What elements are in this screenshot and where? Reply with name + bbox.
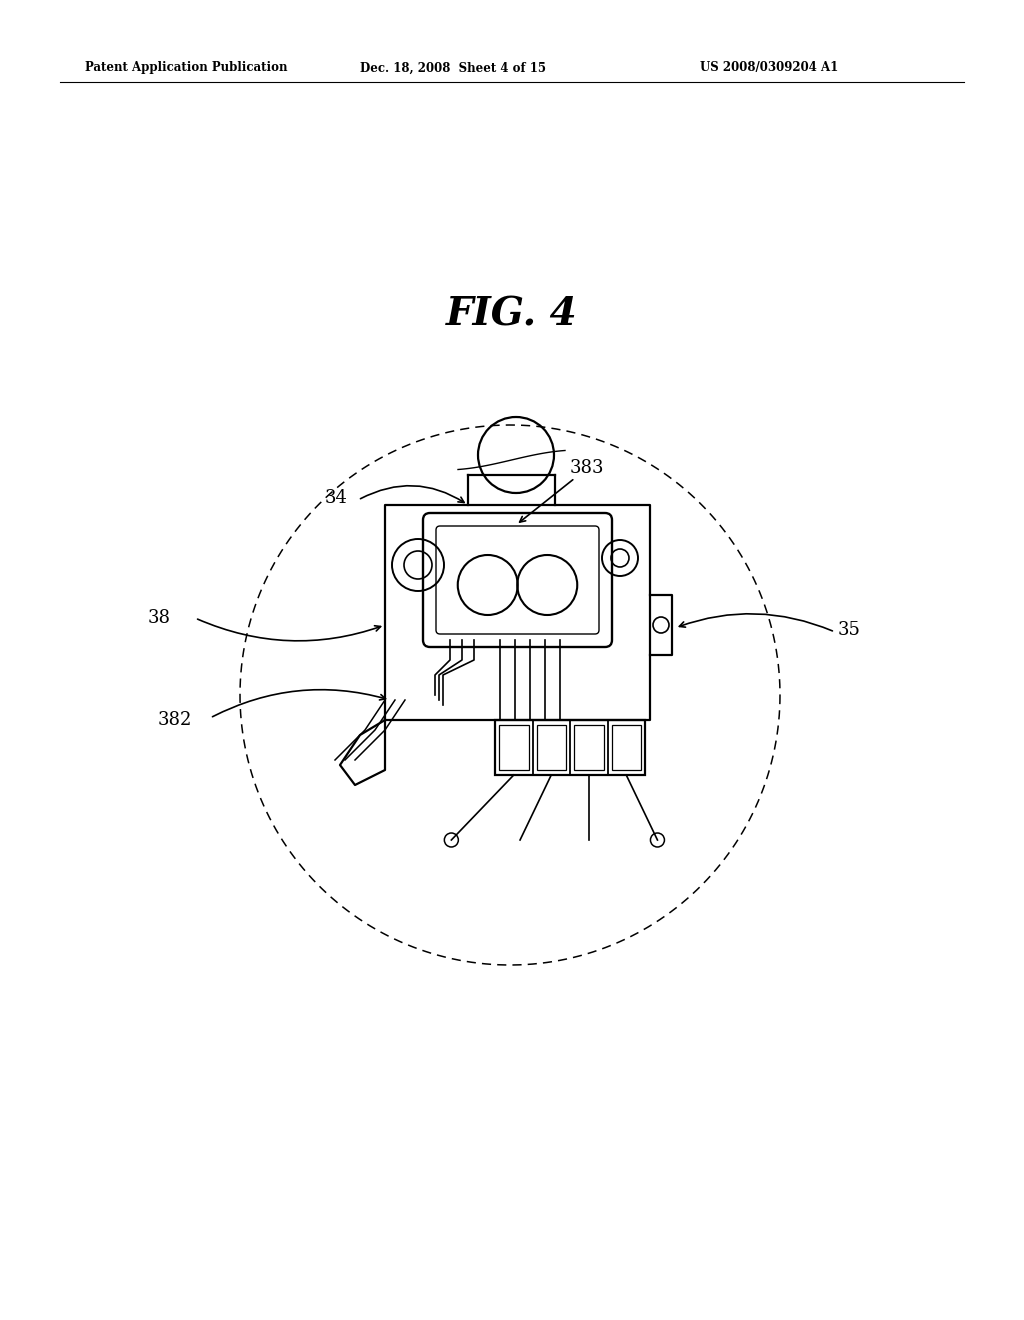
Bar: [495, 719, 645, 775]
Text: FIG. 4: FIG. 4: [446, 296, 578, 334]
Text: 382: 382: [158, 711, 193, 729]
Text: 383: 383: [570, 459, 604, 477]
Text: 35: 35: [838, 620, 861, 639]
Bar: [537, 725, 566, 770]
Text: 34: 34: [326, 488, 348, 507]
Bar: [499, 725, 528, 770]
Text: Dec. 18, 2008  Sheet 4 of 15: Dec. 18, 2008 Sheet 4 of 15: [360, 62, 546, 74]
Bar: [611, 725, 641, 770]
Text: US 2008/0309204 A1: US 2008/0309204 A1: [700, 62, 839, 74]
Text: 38: 38: [148, 609, 171, 627]
Bar: [574, 725, 603, 770]
Text: Patent Application Publication: Patent Application Publication: [85, 62, 288, 74]
